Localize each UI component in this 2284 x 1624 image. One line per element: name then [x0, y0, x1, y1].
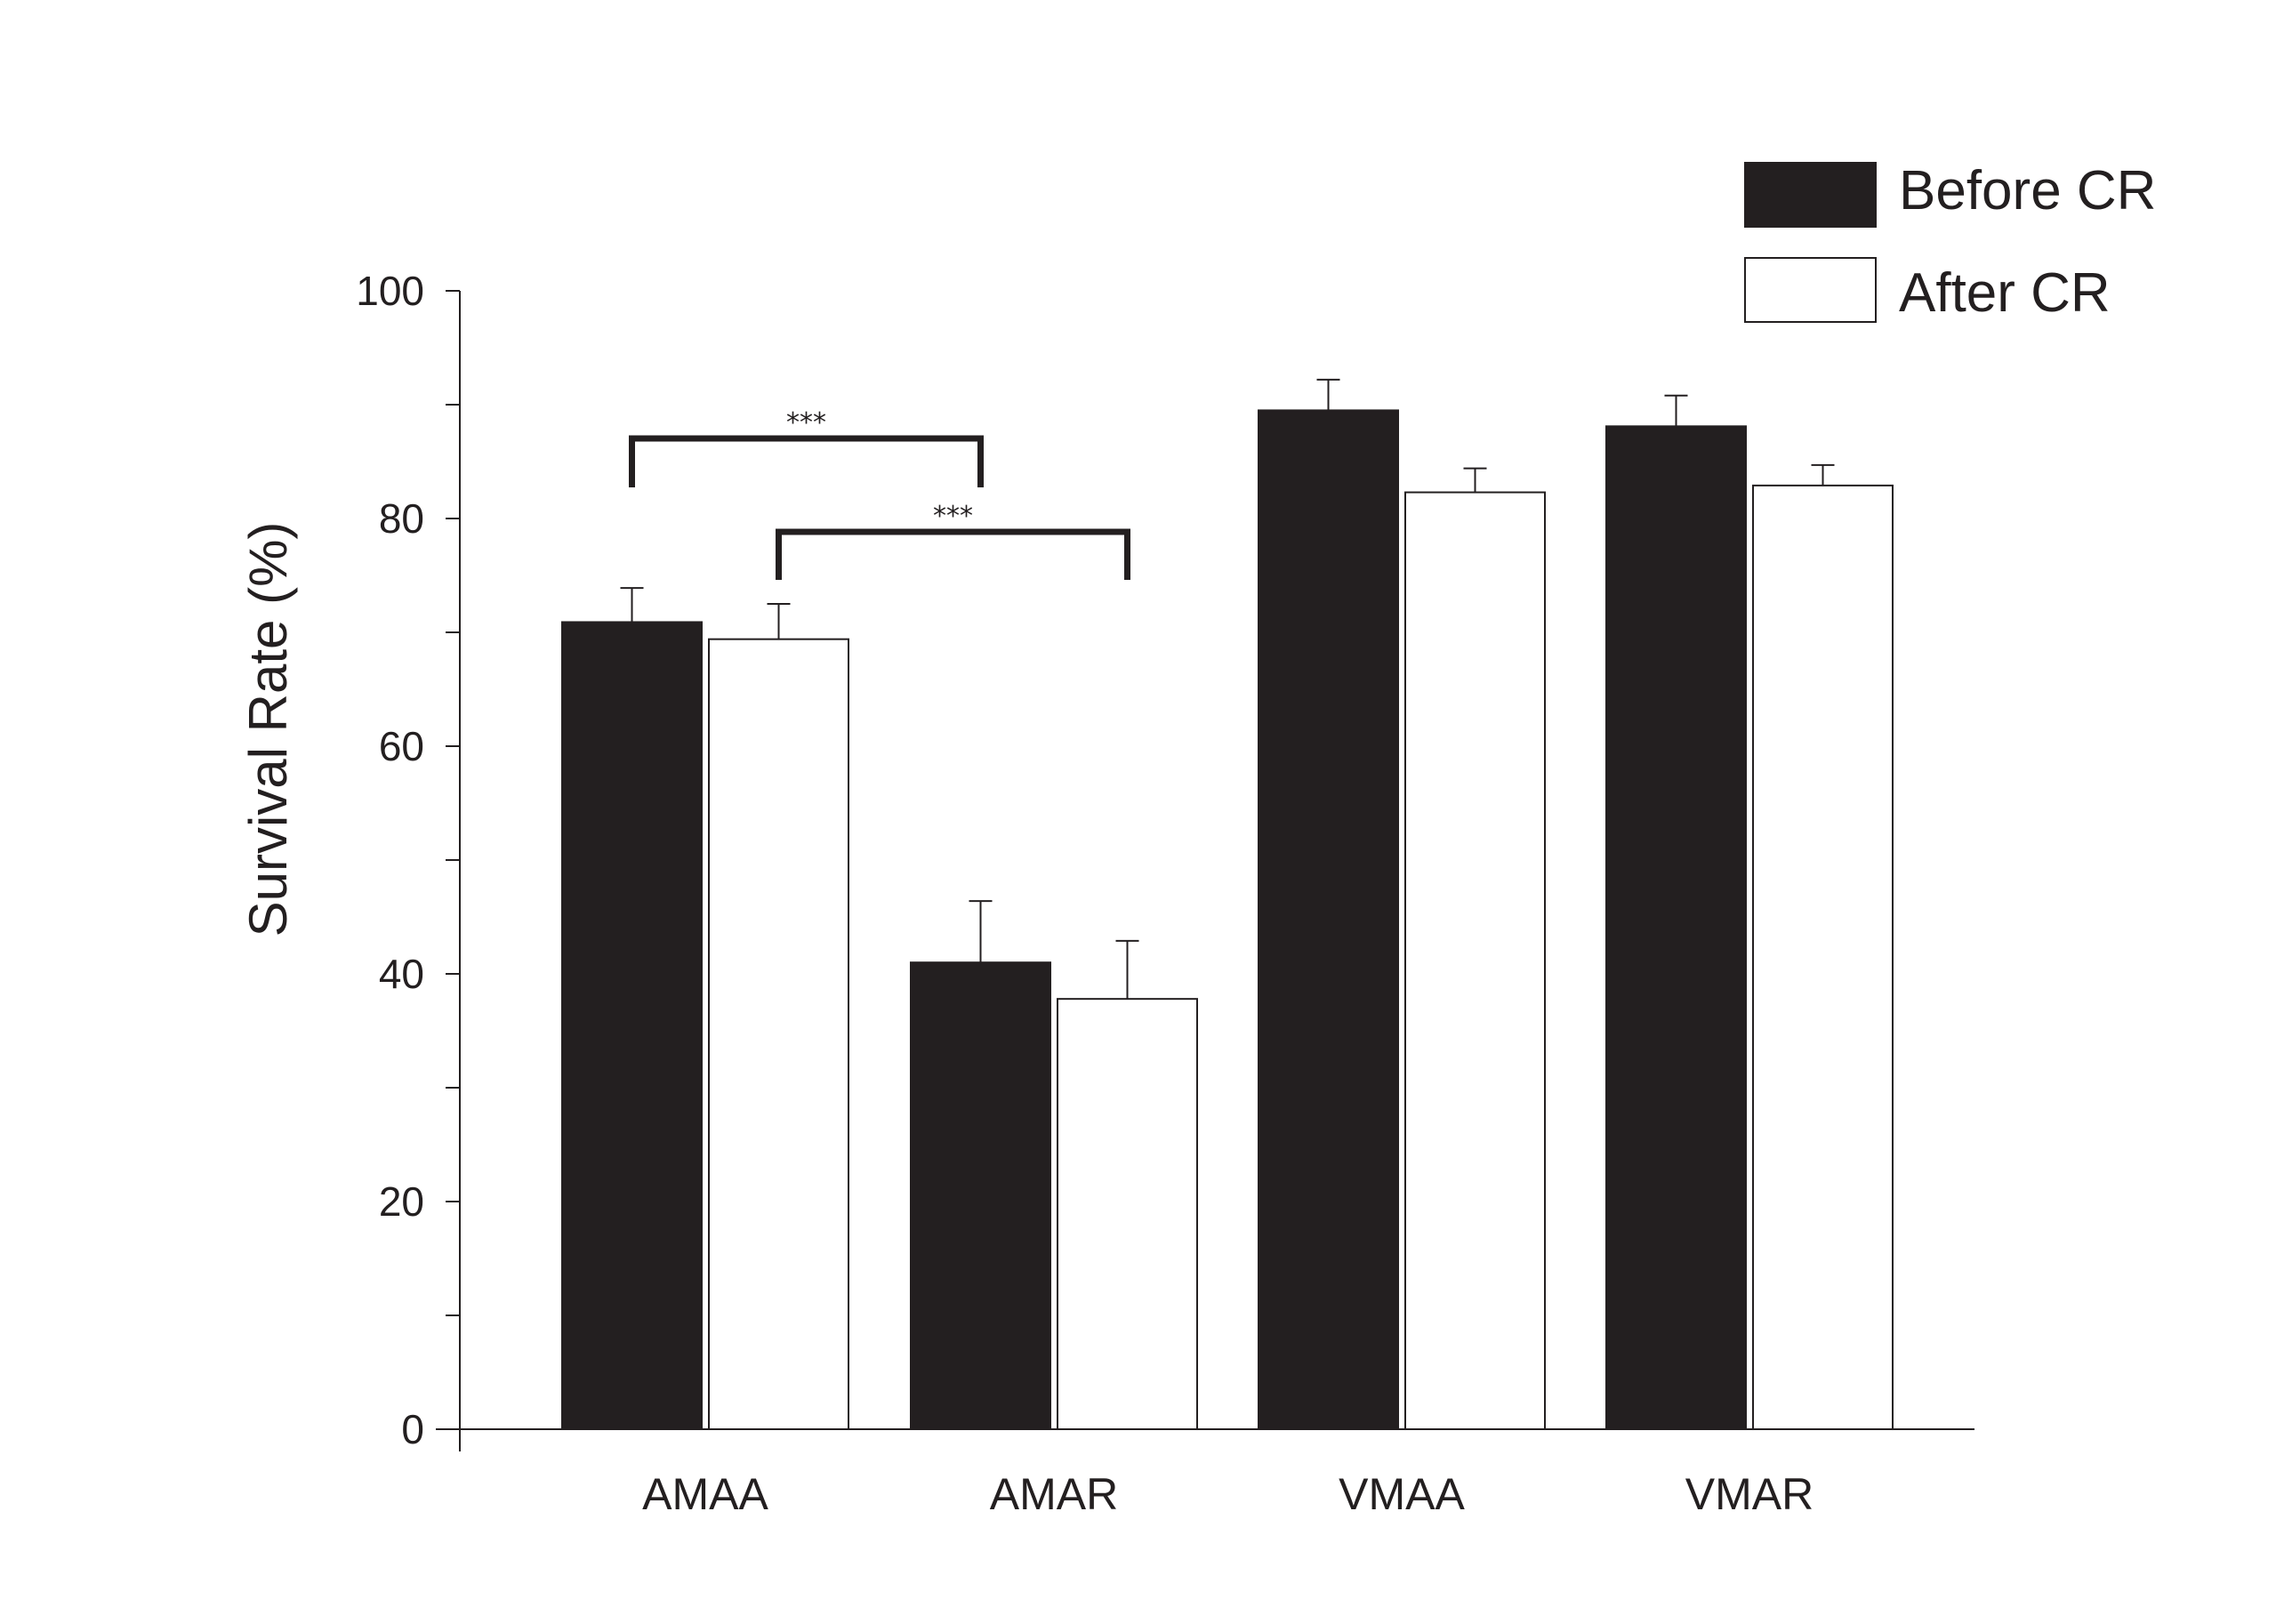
legend-swatch-before — [1744, 162, 1877, 228]
significance-stars: *** — [933, 501, 973, 532]
bar-amaa-after — [708, 638, 849, 1430]
bar-amar-before — [910, 961, 1051, 1430]
legend-label: After CR — [1899, 262, 2111, 324]
category-label: AMAA — [642, 1469, 768, 1519]
bar-vmar-before — [1605, 425, 1747, 1431]
axes: 0 20 40 60 80 100 — [356, 268, 1974, 1452]
bars: AMAA AMAR VMAA VMAR — [561, 378, 1894, 1519]
significance-stars: *** — [786, 407, 826, 438]
y-tick-label: 20 — [379, 1178, 424, 1225]
bar-vmar-after — [1752, 484, 1894, 1430]
category-label: VMAR — [1685, 1469, 1814, 1519]
bar-amar-after — [1057, 998, 1198, 1431]
legend-label: Before CR — [1899, 160, 2156, 221]
category-label: VMAA — [1339, 1469, 1465, 1519]
y-tick-label: 0 — [401, 1406, 424, 1452]
significance-bracket — [629, 435, 984, 487]
category-label: AMAR — [990, 1469, 1118, 1519]
significance-annotations: *** *** — [629, 407, 1130, 580]
significance-bracket — [776, 528, 1130, 580]
legend-swatch-after — [1744, 257, 1877, 323]
bar-vmaa-after — [1404, 491, 1546, 1430]
y-tick-label: 100 — [356, 268, 424, 314]
bar-amaa-before — [561, 621, 703, 1430]
bar-vmaa-before — [1258, 409, 1399, 1430]
y-axis-label: Survival Rate (%) — [238, 522, 298, 937]
y-tick-label: 40 — [379, 951, 424, 997]
legend: Before CR After CR — [1744, 160, 2156, 324]
y-tick-label: 60 — [379, 723, 424, 769]
y-tick-label: 80 — [379, 495, 424, 542]
